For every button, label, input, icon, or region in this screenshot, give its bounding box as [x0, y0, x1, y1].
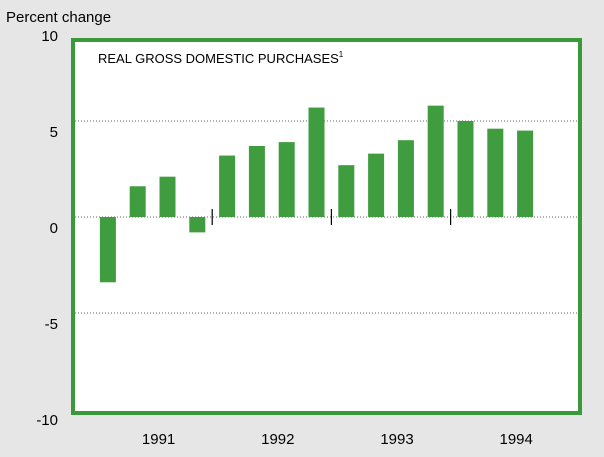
y-tick-label: -10	[36, 412, 58, 429]
bar	[248, 145, 265, 217]
bar	[517, 130, 534, 217]
bar	[159, 176, 176, 217]
bar	[129, 186, 146, 217]
x-tick-label: 1992	[261, 431, 294, 448]
bar	[308, 107, 325, 217]
x-tick-label: 1994	[500, 431, 533, 448]
x-tick-label: 1993	[380, 431, 413, 448]
bar	[219, 155, 236, 217]
y-tick-label: -5	[45, 316, 58, 333]
plot-area	[71, 38, 582, 415]
x-tick-label: 1991	[142, 431, 175, 448]
chart-title-text: REAL GROSS DOMESTIC PURCHASES	[98, 51, 339, 66]
bar	[278, 142, 295, 217]
bar	[457, 121, 474, 217]
bar	[368, 153, 385, 217]
y-tick-label: 0	[50, 220, 58, 237]
bar	[99, 217, 116, 283]
chart-title: REAL GROSS DOMESTIC PURCHASES1	[98, 50, 344, 66]
y-axis-label: Percent change	[6, 9, 111, 26]
bar	[397, 140, 414, 217]
y-tick-label: 10	[41, 28, 58, 45]
bar	[427, 105, 444, 217]
bar	[338, 165, 355, 217]
bar	[487, 128, 504, 217]
y-tick-label: 5	[50, 124, 58, 141]
footnote-mark: 1	[339, 50, 344, 59]
bar	[189, 217, 206, 233]
